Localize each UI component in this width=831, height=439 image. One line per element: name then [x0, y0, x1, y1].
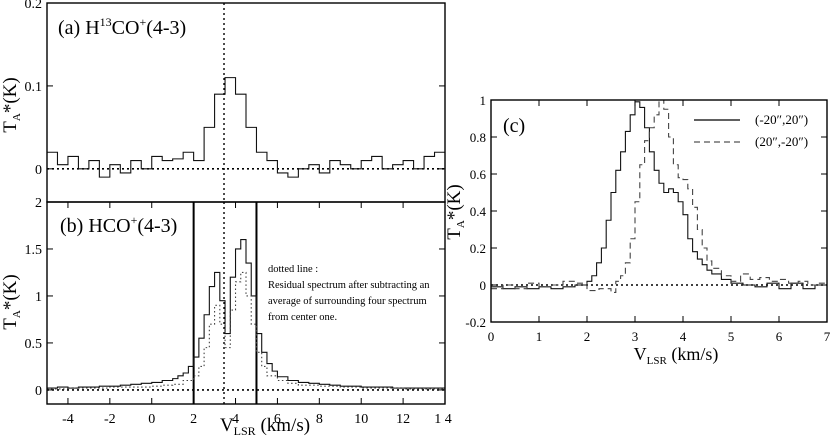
panel-c-legend: (-20″,20″) (20″,-20″)	[694, 112, 808, 149]
ytick-label-c: 0.4	[470, 204, 487, 219]
series-b-2	[47, 271, 445, 390]
series-c-1	[491, 101, 827, 290]
panel-b-frame	[46, 201, 446, 405]
ytick-label-c: -0.2	[465, 315, 486, 330]
ytick-label-a: 0.2	[25, 0, 43, 12]
xtick-label-b: 0	[148, 412, 155, 427]
ytick-label-c: 0	[480, 278, 487, 293]
ytick-label-a: 0	[35, 163, 42, 178]
xtick-label-b: 6	[274, 412, 281, 427]
series-c-2	[491, 99, 827, 293]
panel-b-ylabel: TA*(K)	[0, 274, 23, 329]
ytick-label-b: 0.5	[25, 337, 43, 352]
panel-b-xlabel: VLSR (km/s)	[220, 415, 310, 438]
legend-solid-label: (-20″,20″)	[755, 112, 808, 127]
xtick-label-b: -2	[104, 412, 116, 427]
legend-dashed-label: (20″,-20″)	[755, 134, 808, 149]
xtick-label-c: 5	[728, 329, 735, 344]
xtick-label-b: 2	[190, 412, 197, 427]
xtick-label-c: 6	[776, 329, 783, 344]
panel-c-ylabel: TA*(K)	[444, 184, 467, 239]
panel-c-title: (c)	[503, 115, 525, 137]
xtick-label-c: 0	[488, 329, 495, 344]
ytick-label-b: 1.5	[25, 243, 43, 258]
ytick-label-b: 1	[35, 290, 42, 305]
xtick-label-c: 4	[680, 329, 687, 344]
xtick-label-b: 1 4	[434, 412, 452, 427]
ytick-label-c: 1	[480, 93, 487, 108]
xtick-label-b: 10	[354, 412, 368, 427]
panel-c-frame	[490, 99, 828, 323]
xtick-label-c: 2	[584, 329, 591, 344]
xtick-label-b: 4	[232, 412, 239, 427]
xtick-label-c: 1	[536, 329, 543, 344]
xtick-label-b: 8	[316, 412, 323, 427]
panel-c-xlabel: VLSR (km/s)	[634, 344, 719, 367]
panel-b: 00.511.52-4 -2 0 2 4 6 8 10 12 1 4 (b) HCO+(4-3) …	[0, 196, 452, 438]
xtick-label-b: 12	[396, 412, 410, 427]
panel-a-ylabel: TA*(K)	[0, 77, 23, 132]
ytick-label-c: 0.8	[470, 130, 486, 145]
panel-b-annotation: dotted line : Residual spectrum after su…	[268, 264, 432, 323]
panel-c: -0.200.20.40.60.810 1 2 3 4 5 6 7 (c) (-20″,20″…	[444, 93, 831, 367]
series-a-1	[47, 77, 445, 178]
ytick-label-b: 0	[35, 384, 42, 399]
ytick-label-c: 0.2	[470, 241, 486, 256]
ytick-label-b: 2	[35, 196, 42, 211]
series-b-1	[47, 239, 445, 389]
xtick-label-c: 7	[824, 329, 831, 344]
panel-a-title: (a) H13CO+(4-3)	[58, 15, 186, 39]
ytick-label-c: 0.6	[470, 167, 487, 182]
panel-b-title: (b) HCO+(4-3)	[60, 213, 177, 237]
xtick-label-c: 3	[632, 329, 639, 344]
ytick-label-a: 0.1	[25, 80, 43, 95]
xtick-label-b: -4	[62, 412, 74, 427]
panel-a: 0 0.1 0.2 (a) H13CO+(4-3) TA*(K)	[0, 0, 446, 203]
